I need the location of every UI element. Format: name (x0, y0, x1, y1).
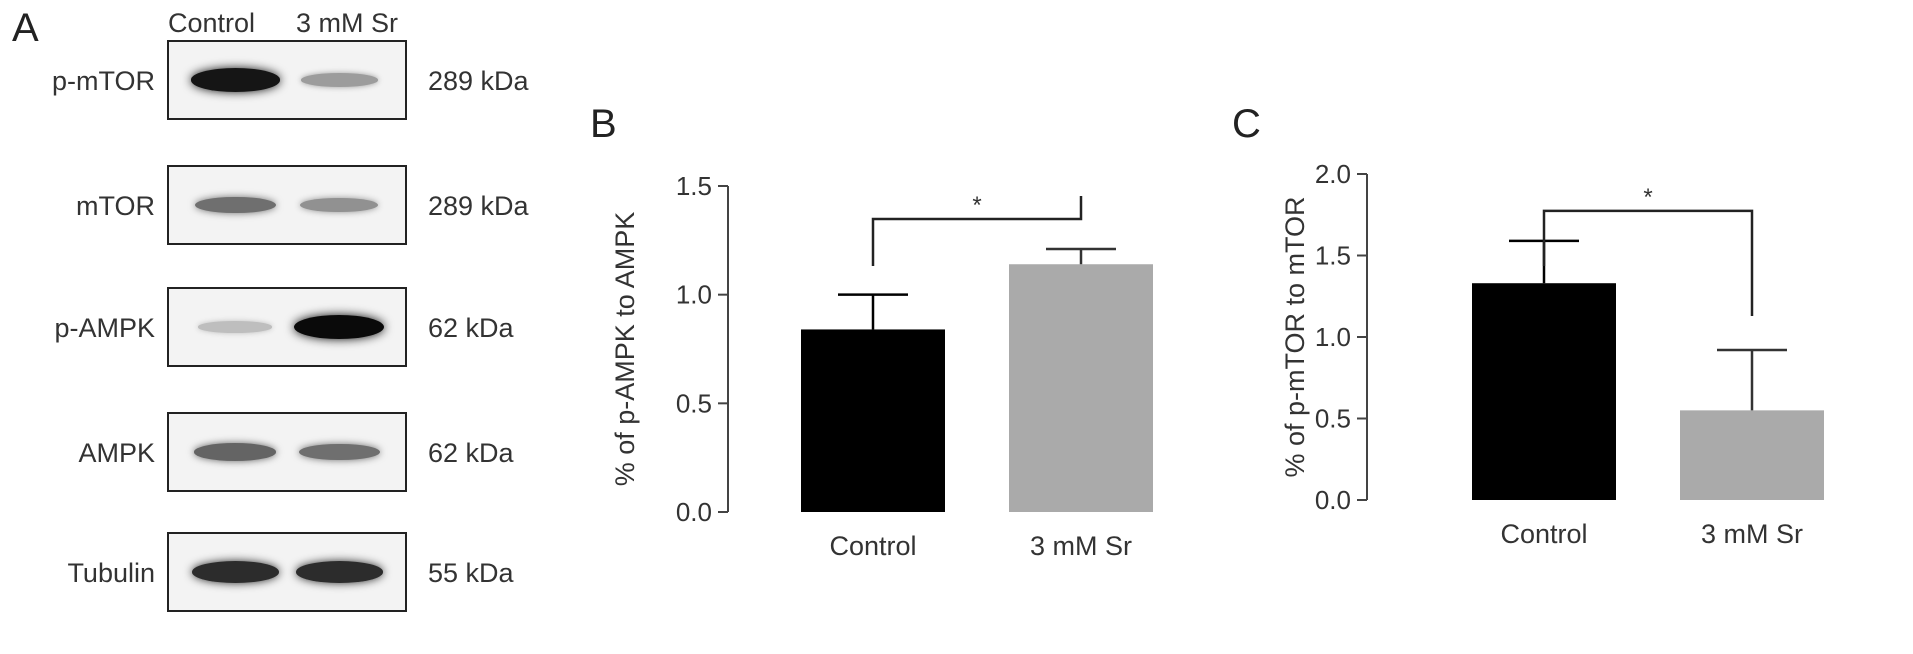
blot-band (300, 73, 378, 87)
chart-b-y-tick-label: 0.5 (676, 388, 712, 418)
blot-membrane-p-mtor (167, 40, 407, 120)
chart-c-y-tick-label: 1.0 (1315, 322, 1351, 352)
blot-lane-label-control: Control (168, 8, 256, 38)
chart-b-y-tick-label: 0.0 (676, 497, 712, 527)
blot-membrane-mtor (167, 165, 407, 245)
chart-c-bar-sr (1680, 410, 1824, 500)
blot-band (300, 197, 378, 213)
chart-b-significance-bracket (871, 196, 1083, 266)
blot-lane-label-sr: 3 mM Sr (296, 8, 399, 38)
chart-b-y-axis-label: % of p-AMPK to AMPK (610, 212, 640, 487)
panel-a-letter: A (12, 6, 39, 50)
chart-c-y-tick-label: 2.0 (1315, 159, 1351, 189)
chart-c-y-tick-label: 0.0 (1315, 485, 1351, 515)
chart-b-x-tick-label: 3 mM Sr (1030, 531, 1132, 561)
blot-membrane-tubulin (167, 532, 407, 612)
blot-band (295, 561, 383, 583)
chart-c-x-tick-label: Control (1500, 519, 1587, 549)
blot-band (298, 443, 380, 461)
blot-protein-label: mTOR (76, 191, 155, 221)
blot-protein-label: p-mTOR (51, 66, 155, 96)
chart-b-bar-control (801, 329, 945, 512)
blot-band (194, 196, 276, 214)
chart-b-x-tick-label: Control (829, 531, 916, 561)
blot-membrane-p-ampk (167, 287, 407, 367)
blot-band (198, 321, 272, 333)
blot-protein-label: p-AMPK (54, 313, 155, 343)
chart-c-y-tick-label: 1.5 (1315, 241, 1351, 271)
panel-c-letter: C (1232, 102, 1261, 146)
chart-c-y-axis-label: % of p-mTOR to mTOR (1280, 196, 1310, 477)
chart-b-y-tick-label: 1.5 (676, 171, 712, 201)
blot-band (190, 68, 280, 92)
chart-c-significance-bracket (1542, 209, 1754, 316)
blot-membrane-ampk (167, 412, 407, 492)
blot-protein-label: AMPK (78, 438, 155, 468)
chart-b-y-tick-label: 1.0 (676, 280, 712, 310)
chart-b-bar-sr (1009, 264, 1153, 512)
blot-band (191, 561, 279, 583)
panel-b-letter: B (590, 102, 617, 146)
chart-b-significance-star: * (972, 192, 981, 219)
chart-p-ampk-ratio: 0.0 0.5 1.0 1.5 % of p-AMPK to AMPK Control 3 … (610, 171, 1153, 561)
blot-band (194, 443, 276, 461)
chart-p-mtor-ratio: 0.0 0.5 1.0 1.5 2.0% of p-mTOR to mTOR Contro… (1280, 159, 1824, 549)
blot-band (294, 315, 384, 339)
blot-kda-label: 55 kDa (428, 558, 514, 588)
chart-c-x-tick-label: 3 mM Sr (1701, 519, 1803, 549)
blot-kda-label: 62 kDa (428, 313, 514, 343)
chart-c-y-tick-label: 0.5 (1315, 404, 1351, 434)
chart-c-bar-control (1472, 283, 1616, 500)
blot-kda-label: 289 kDa (428, 66, 529, 96)
blot-kda-label: 289 kDa (428, 191, 529, 221)
blot-protein-label: Tubulin (67, 558, 155, 588)
blot-kda-label: 62 kDa (428, 438, 514, 468)
chart-c-significance-star: * (1643, 184, 1652, 211)
